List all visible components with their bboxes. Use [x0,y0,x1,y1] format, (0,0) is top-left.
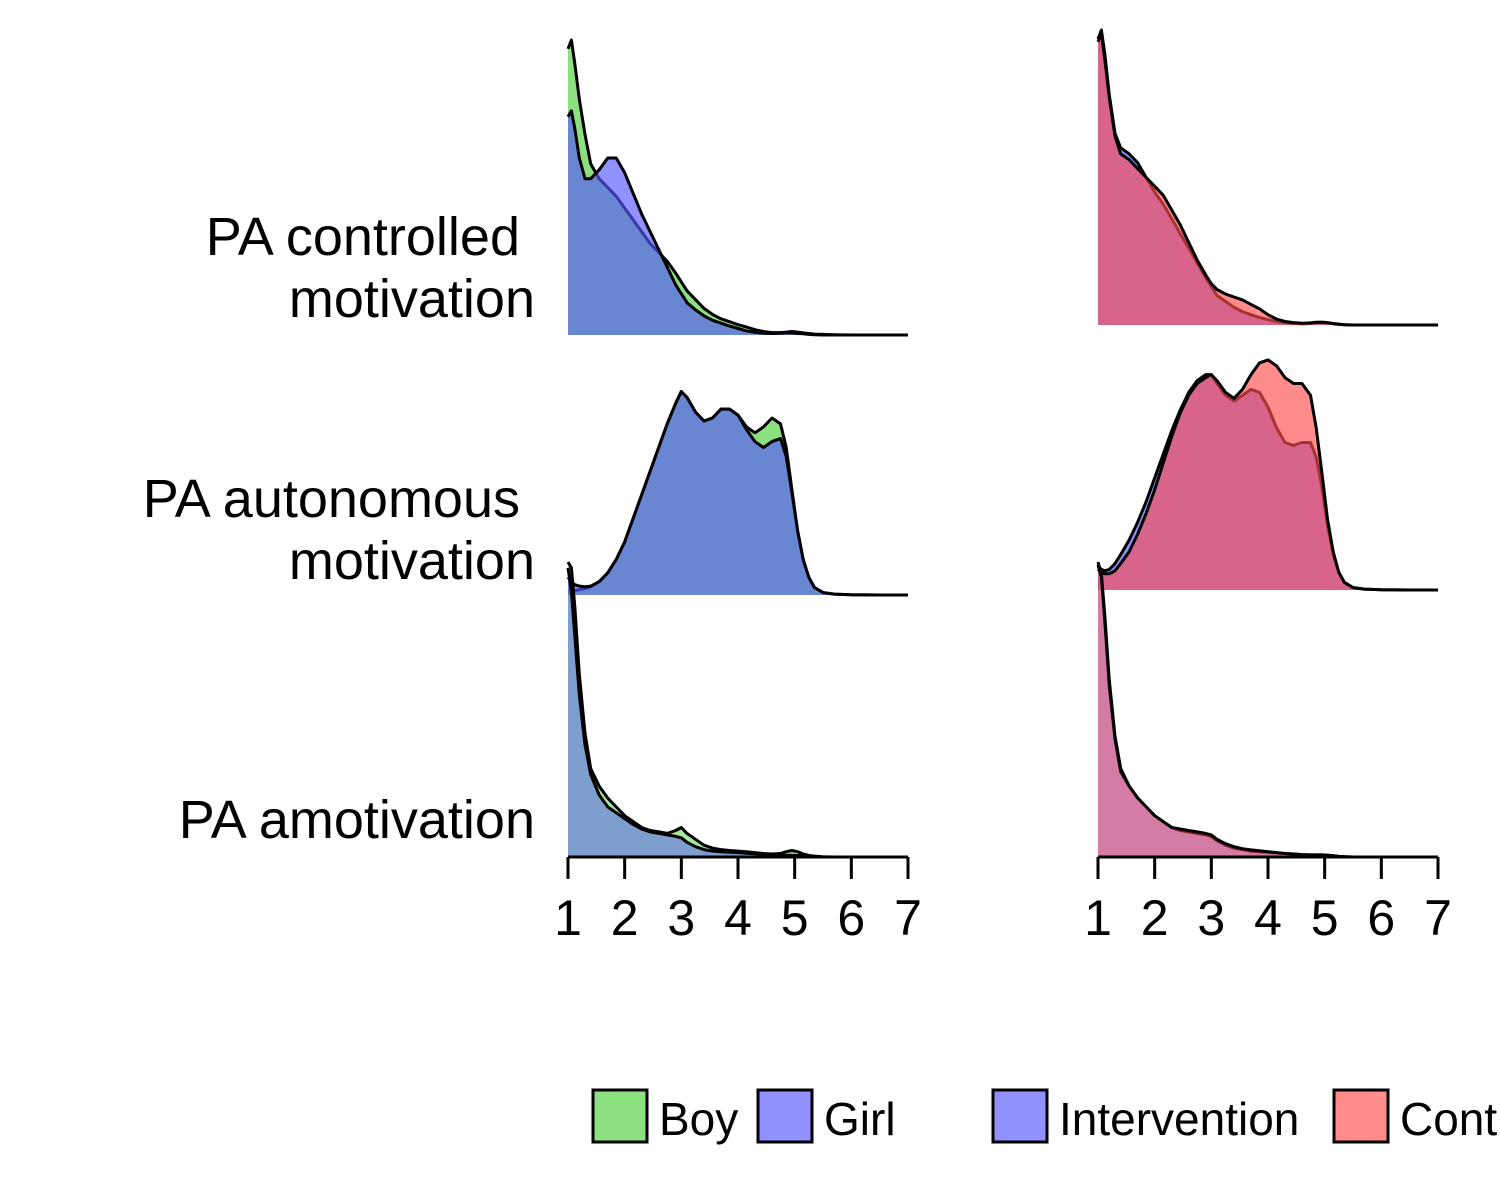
ridge-areas [566,28,1438,859]
legend-swatch [991,1088,1049,1144]
legend-swatch [756,1088,814,1144]
legend-label: Control [1400,1093,1500,1145]
ridge-line-left-autonomous-girl [566,390,908,597]
ridge-area-left-amotivation-boy [568,562,908,857]
x-tick-label: 3 [667,890,695,946]
x-tick-label: 6 [837,890,865,946]
panel-right [1096,28,1438,859]
ridge-area-left-amotivation-girl [568,567,908,857]
panel-left [566,38,908,859]
ridge-area-left-controlled-girl [568,110,908,335]
x-tick-label: 4 [1254,890,1282,946]
ridge-line-left-controlled-girl [566,109,908,337]
x-tick-label: 5 [1311,890,1339,946]
ridge-area-right-autonomous-control [1098,359,1438,590]
legend-swatch [1332,1088,1390,1144]
legend-item-boy: Boy [591,1088,738,1145]
x-tick-label: 5 [781,890,809,946]
ridge-line-right-controlled-control [1096,31,1438,327]
ridge-area-left-autonomous-girl [568,391,908,595]
row-label-controlled: PA controlled [206,207,520,267]
ridge-area-right-amotivation-control [1098,565,1438,857]
row-label-amotivation: PA amotivation [179,790,535,850]
legend-item-intervention: Intervention [991,1088,1299,1145]
legend-label: Girl [824,1093,896,1145]
row-label-autonomous: motivation [289,531,535,591]
x-tick-label: 1 [554,890,582,946]
x-tick-label: 2 [611,890,639,946]
legend: Boy Girl Intervention Control [591,1088,1500,1145]
ridge-line-left-amotivation-girl [566,567,908,859]
row-label-autonomous: PA autonomous [143,469,520,529]
legend-swatch [591,1088,649,1144]
legend-item-girl: Girl [756,1088,896,1145]
x-tick-label: 3 [1197,890,1225,946]
x-tick-label: 4 [724,890,752,946]
x-tick-label: 6 [1367,890,1395,946]
x-tick-label: 7 [894,890,922,946]
legend-label: Boy [659,1093,738,1145]
x-tick-label: 1 [1084,890,1112,946]
x-tick-label: 7 [1424,890,1452,946]
ridge-area-right-controlled-control [1098,32,1438,326]
x-tick-label: 2 [1141,890,1169,946]
row-label-controlled: motivation [289,269,535,329]
legend-item-control: Control [1332,1088,1500,1145]
legend-label: Intervention [1059,1093,1299,1145]
ridge-line-right-autonomous-control [1097,358,1438,592]
